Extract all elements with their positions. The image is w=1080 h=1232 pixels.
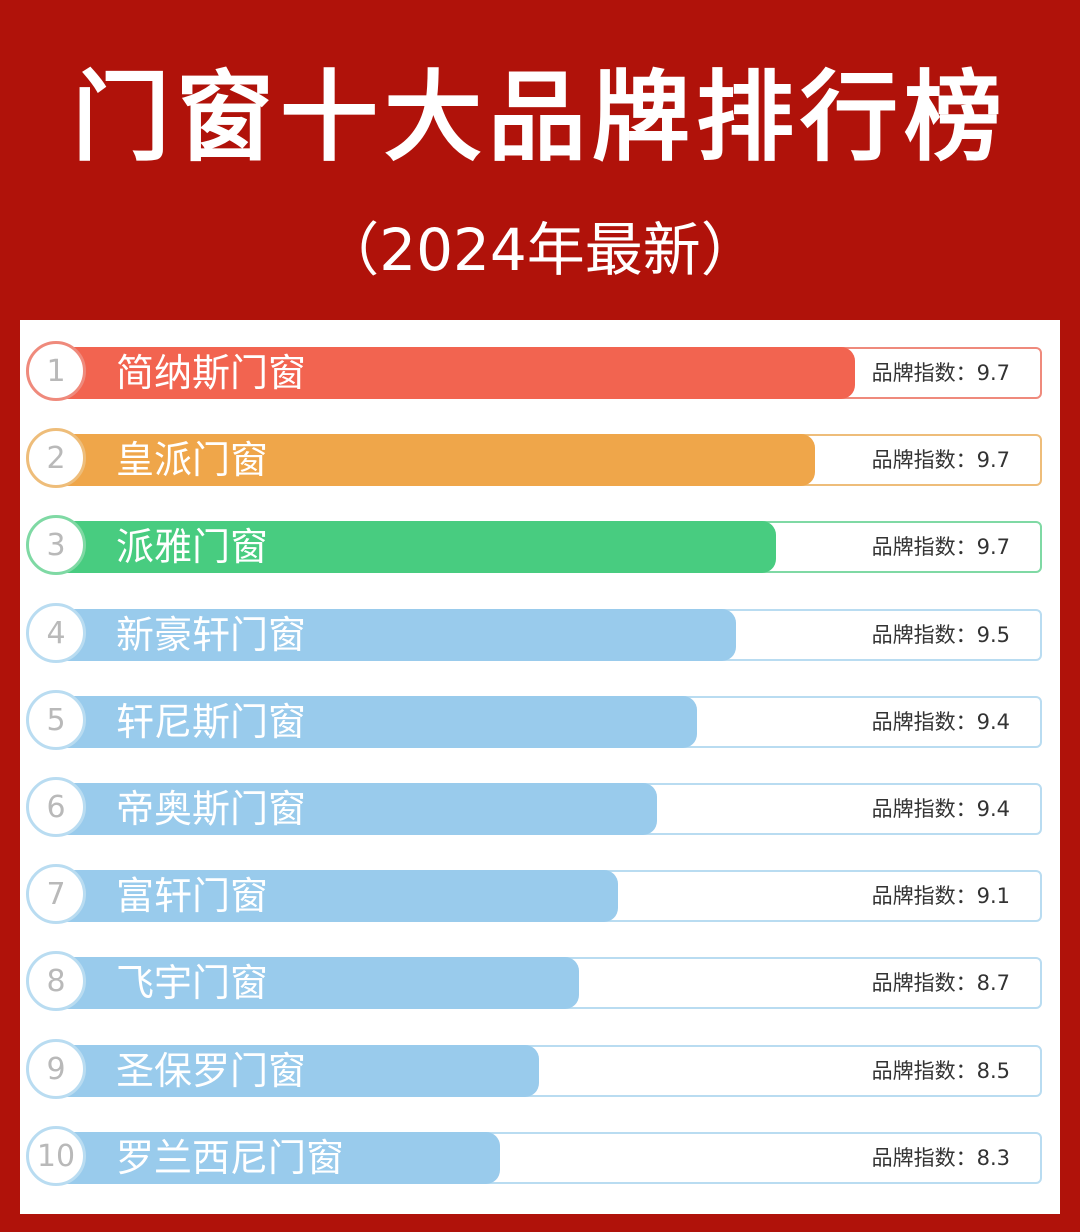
brand-name: 轩尼斯门窗 bbox=[116, 700, 307, 744]
brand-name: 富轩门窗 bbox=[116, 874, 269, 918]
ranking-row: 1 简纳斯门窗 品牌指数：9.7 bbox=[26, 341, 1042, 401]
rank-badge: 8 bbox=[26, 951, 86, 1011]
brand-index-label: 品牌指数：9.7 bbox=[871, 448, 1010, 472]
page-title: 门窗十大品牌排行榜 bbox=[71, 61, 1008, 175]
bar-fill bbox=[56, 783, 657, 835]
bar-fill bbox=[56, 521, 776, 573]
rank-badge: 4 bbox=[26, 603, 86, 663]
rank-badge: 5 bbox=[26, 690, 86, 750]
bar-fill bbox=[56, 870, 618, 922]
ranking-row: 3 派雅门窗 品牌指数：9.7 bbox=[26, 515, 1042, 575]
brand-name: 圣保罗门窗 bbox=[116, 1049, 307, 1093]
brand-name: 新豪轩门窗 bbox=[116, 613, 307, 657]
ranking-row: 8 飞宇门窗 品牌指数：8.7 bbox=[26, 951, 1042, 1011]
rank-badge: 9 bbox=[26, 1039, 86, 1099]
brand-index-label: 品牌指数：8.5 bbox=[871, 1059, 1010, 1083]
brand-index-label: 品牌指数：8.7 bbox=[871, 971, 1010, 995]
brand-index-label: 品牌指数：8.3 bbox=[871, 1146, 1010, 1170]
ranking-row: 5 轩尼斯门窗 品牌指数：9.4 bbox=[26, 690, 1042, 750]
ranking-row: 4 新豪轩门窗 品牌指数：9.5 bbox=[26, 603, 1042, 663]
brand-index-label: 品牌指数：9.1 bbox=[871, 884, 1010, 908]
brand-index-label: 品牌指数：9.7 bbox=[871, 535, 1010, 559]
ranking-row: 2 皇派门窗 品牌指数：9.7 bbox=[26, 428, 1042, 488]
rank-badge: 7 bbox=[26, 864, 86, 924]
bar-fill bbox=[56, 957, 579, 1009]
ranking-row: 9 圣保罗门窗 品牌指数：8.5 bbox=[26, 1039, 1042, 1099]
brand-index-label: 品牌指数：9.7 bbox=[871, 361, 1010, 385]
rank-badge: 6 bbox=[26, 777, 86, 837]
brand-index-label: 品牌指数：9.5 bbox=[871, 623, 1010, 647]
brand-name: 皇派门窗 bbox=[116, 438, 269, 482]
brand-name: 派雅门窗 bbox=[116, 525, 269, 569]
brand-index-label: 品牌指数：9.4 bbox=[871, 797, 1010, 821]
rank-badge: 2 bbox=[26, 428, 86, 488]
ranking-row: 10 罗兰西尼门窗 品牌指数：8.3 bbox=[26, 1126, 1042, 1186]
brand-name: 帝奥斯门窗 bbox=[116, 787, 307, 831]
bar-fill bbox=[56, 696, 697, 748]
brand-name: 飞宇门窗 bbox=[116, 961, 269, 1005]
brand-index-label: 品牌指数：9.4 bbox=[871, 710, 1010, 734]
bar-fill bbox=[56, 1132, 500, 1184]
rank-badge: 1 bbox=[26, 341, 86, 401]
bar-fill bbox=[56, 1045, 539, 1097]
brand-name: 简纳斯门窗 bbox=[116, 351, 307, 395]
rank-badge: 3 bbox=[26, 515, 86, 575]
rank-badge: 10 bbox=[26, 1126, 86, 1186]
bar-fill bbox=[56, 347, 855, 399]
ranking-row: 6 帝奥斯门窗 品牌指数：9.4 bbox=[26, 777, 1042, 837]
watermark-text: 住小帖@简纳斯系统门窗 bbox=[28, 1190, 172, 1205]
page-subtitle: （2024年最新） bbox=[321, 216, 759, 284]
ranking-row: 7 富轩门窗 品牌指数：9.1 bbox=[26, 864, 1042, 924]
bar-fill bbox=[56, 434, 815, 486]
bar-fill bbox=[56, 609, 736, 661]
brand-name: 罗兰西尼门窗 bbox=[116, 1136, 345, 1180]
